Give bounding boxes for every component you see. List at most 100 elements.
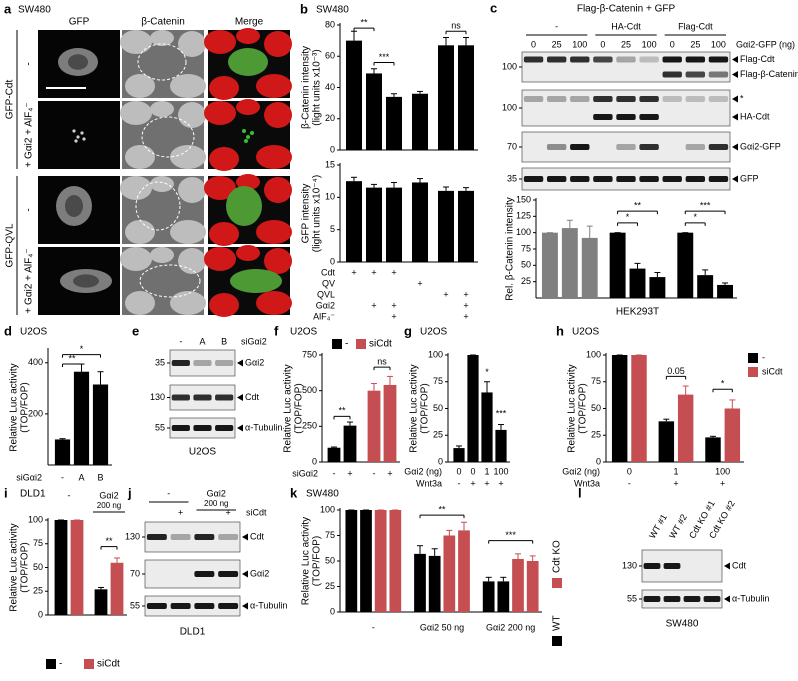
- condition-label: AlF₄⁻: [313, 311, 335, 321]
- lane-label: 0: [600, 39, 605, 49]
- condition-mark: +: [463, 311, 468, 321]
- nucleus: [178, 31, 206, 57]
- condition-mark: 100: [715, 466, 730, 476]
- lane-label: A: [199, 336, 205, 346]
- y-tick-label: 75: [433, 376, 443, 386]
- mw-label: 55: [130, 600, 140, 610]
- band-label: Gαi2: [245, 357, 264, 367]
- y-axis-label: (TOP/FOP): [294, 383, 305, 433]
- legend-swatch: [332, 339, 342, 349]
- gfp-nucleus: [65, 195, 83, 217]
- legend-swatch: [84, 659, 94, 669]
- group-label: -: [68, 490, 71, 500]
- condition-label: Gαi2 (ng): [404, 466, 442, 476]
- condition-label: Cdt: [321, 267, 336, 277]
- panel-label: l: [578, 485, 582, 500]
- nucleus: [125, 220, 155, 244]
- group-label: GFP-QVL: [5, 223, 16, 267]
- nucleus: [150, 30, 174, 46]
- legend-swatch: [552, 578, 562, 588]
- condition-mark: +: [443, 289, 448, 299]
- cell-line-label: HEK293T: [616, 307, 659, 318]
- y-tick-label: 50: [433, 403, 443, 413]
- bar: [94, 589, 108, 615]
- significance-label: **: [105, 536, 113, 546]
- mw-label: 130: [125, 531, 140, 541]
- bar: [629, 268, 646, 298]
- band: [570, 96, 590, 102]
- band: [218, 571, 239, 577]
- band: [639, 144, 659, 150]
- y-tick-label: 25: [521, 276, 531, 286]
- condition-label: QV: [322, 278, 335, 288]
- band: [616, 144, 636, 150]
- group-label: Gαi2 50 ng: [420, 622, 464, 632]
- y-tick-label: 75: [591, 376, 601, 386]
- merge-nucleus: [204, 30, 236, 54]
- legend-swatch: [552, 636, 562, 646]
- group-label: -: [167, 488, 170, 498]
- band-label: Cdt: [732, 560, 747, 570]
- y-tick-label: 500: [302, 385, 317, 395]
- blot-strip: [521, 89, 731, 127]
- bar: [389, 510, 402, 612]
- y-tick-label: 75: [521, 243, 531, 253]
- condition-mark: +: [484, 478, 489, 488]
- merge-puncta: [244, 139, 248, 143]
- y-tick-label: 25: [591, 430, 601, 440]
- band-label: Gαi2: [250, 568, 269, 578]
- condition-label: QVL: [317, 289, 335, 299]
- y-axis-label: Relative Luc activity: [567, 364, 578, 452]
- band: [171, 425, 190, 431]
- y-axis-label: (TOP/FOP): [420, 383, 431, 433]
- group-label: Gαi2 200 ng: [486, 622, 535, 632]
- lane-label: 0: [670, 39, 675, 49]
- band: [643, 596, 661, 602]
- condition-mark: +: [391, 311, 396, 321]
- merge-nucleus: [256, 145, 292, 169]
- band-arrow: [732, 113, 738, 121]
- mw-label: 100: [502, 102, 517, 112]
- x-tick-label: -: [61, 472, 64, 482]
- condition-mark: +: [351, 267, 356, 277]
- band-arrow: [732, 56, 738, 63]
- nucleus: [150, 247, 174, 263]
- significance-label: **: [360, 18, 368, 28]
- nucleus: [178, 177, 206, 203]
- band: [639, 56, 659, 63]
- band: [523, 176, 544, 182]
- band: [685, 71, 706, 78]
- merge-nucleus: [256, 74, 292, 98]
- y-tick-label: 125: [516, 211, 531, 221]
- y-axis-label: β-Catenin intensity: [301, 46, 312, 129]
- band: [171, 394, 190, 401]
- band: [662, 71, 682, 78]
- bar: [386, 96, 402, 150]
- band: [685, 176, 706, 182]
- cell-line-label: U2OS: [189, 447, 217, 458]
- y-tick-label: 25: [33, 586, 43, 596]
- group-label: GFP-Cdt: [5, 80, 16, 120]
- merge-nucleus: [236, 245, 260, 261]
- nucleus: [150, 101, 174, 117]
- band-arrow: [732, 175, 738, 183]
- condition-mark: 0: [470, 466, 475, 476]
- panel-label: e: [132, 323, 139, 338]
- nucleus: [170, 74, 206, 98]
- y-axis-label: (TOP/FOP): [20, 542, 31, 592]
- bar: [541, 232, 558, 298]
- panel-title: SW480: [18, 5, 51, 16]
- band: [643, 563, 661, 569]
- bar: [458, 45, 474, 150]
- bar: [327, 447, 341, 462]
- nucleus: [170, 220, 206, 244]
- lane-label: 100: [711, 39, 726, 49]
- band: [639, 114, 659, 120]
- y-tick-label: 50: [325, 555, 335, 565]
- gfp-nucleus: [68, 54, 88, 70]
- gfp-puncta: [76, 135, 80, 139]
- nucleus: [170, 145, 206, 169]
- merge-nucleus: [264, 248, 292, 274]
- band: [593, 114, 613, 120]
- band: [193, 394, 212, 401]
